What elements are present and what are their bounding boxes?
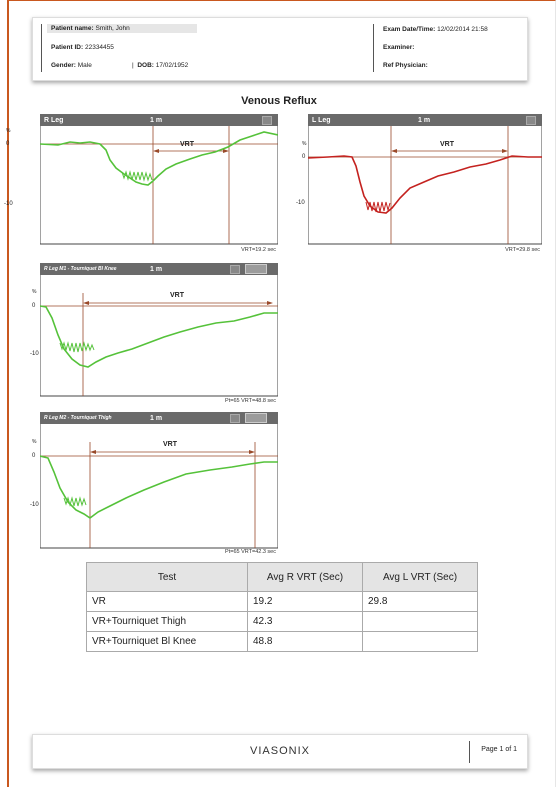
exam-label: Exam Date/Time: [383, 26, 436, 33]
chart-r-leg-m2-trace [40, 455, 278, 519]
table-header-avg-l: Avg L VRT (Sec) [362, 562, 478, 592]
results-table: Test Avg R VRT (Sec) Avg L VRT (Sec) VR … [86, 562, 478, 652]
chart-l-leg-plot [308, 114, 542, 245]
chart-r-leg-trace [40, 131, 278, 186]
chart-r-leg-unit: % [6, 128, 11, 134]
brand-logo: VIASONIX [250, 745, 310, 757]
table-cell: VR [86, 591, 248, 612]
chart-r-leg-m1-tick-0: 0 [32, 303, 36, 309]
collapse-icon[interactable] [526, 116, 536, 125]
patient-name-label: Patient name: [51, 25, 94, 32]
page-frame [7, 0, 556, 787]
chart-r-leg-footer: VRT=19.2 sec [241, 247, 276, 253]
patient-id-row: Patient ID: 22334455 [51, 44, 114, 51]
physician-label: Ref Physician: [383, 62, 428, 69]
table-cell: VR+Tourniquet Thigh [86, 611, 248, 632]
chart-r-leg-m2-marker: VRT [163, 441, 177, 448]
page-footer: VIASONIX Page 1 of 1 [32, 734, 528, 769]
chart-l-leg-titlebar: L Leg 1 m [308, 114, 542, 126]
chart-r-leg-m1-marker: VRT [170, 292, 184, 299]
chart-r-leg-m2-tick-10: -10 [30, 502, 39, 508]
dob-separator: | [132, 62, 136, 69]
chart-l-leg-time: 1 m [418, 116, 431, 124]
patient-name-value: Smith, John [95, 25, 130, 32]
table-cell: VR+Tourniquet Bl Knee [86, 631, 248, 652]
chart-r-leg-m2: R Leg M2 - Tourniquet Thigh 1 m VRT % 0 … [30, 412, 278, 558]
exam-value: 12/02/2014 21:58 [437, 26, 488, 33]
gender-value: Male [77, 62, 92, 69]
table-header-test: Test [86, 562, 248, 592]
chart-r-leg-marker: VRT [180, 141, 194, 148]
chart-r-leg-title: R Leg [44, 116, 64, 124]
chart-l-leg-footer: VRT=29.8 sec [505, 247, 540, 253]
options-icon[interactable] [245, 264, 267, 274]
chart-l-leg-title: L Leg [312, 116, 331, 124]
chart-r-leg: R Leg 1 m VRT % 0 -10 VRT=19.2 sec [4, 114, 278, 260]
examiner-row: Examiner: [383, 44, 414, 51]
chart-r-leg-m1-footer: Pt=65 VRT=48.8 sec [225, 398, 276, 404]
dob-row: | DOB: 17/02/1952 [132, 62, 188, 69]
table-cell: 48.8 [247, 631, 363, 652]
gender-label: Gender: [51, 62, 76, 69]
table-cell: 29.8 [362, 591, 478, 612]
table-row: VR 19.2 29.8 [86, 591, 478, 612]
chart-r-leg-m1-time: 1 m [150, 265, 163, 273]
patient-header: Patient name: Smith, John Patient ID: 22… [32, 17, 528, 81]
table-row: VR+Tourniquet Bl Knee 48.8 [86, 631, 478, 652]
collapse-icon[interactable] [230, 265, 240, 274]
physician-row: Ref Physician: [383, 62, 428, 69]
table-cell: 19.2 [247, 591, 363, 612]
chart-r-leg-m2-title: R Leg M2 - Tourniquet Thigh [44, 415, 112, 421]
chart-l-leg-tick-0: 0 [302, 154, 306, 160]
options-icon[interactable] [245, 413, 267, 423]
chart-r-leg-m1-title: R Leg M1 - Tourniquet Bl Knee [44, 266, 117, 272]
chart-r-leg-m2-time: 1 m [150, 414, 163, 422]
chart-l-leg-trace [308, 155, 542, 214]
examiner-label: Examiner: [383, 44, 415, 51]
chart-r-leg-time: 1 m [150, 116, 163, 124]
patient-id-value: 22334455 [84, 44, 114, 51]
page-title: Venous Reflux [241, 95, 317, 107]
table-row: VR+Tourniquet Thigh 42.3 [86, 611, 478, 632]
chart-r-leg-m1-plot [40, 263, 278, 397]
patient-name-row: Patient name: Smith, John [47, 24, 197, 33]
chart-l-leg: L Leg 1 m VRT % 0 -10 VRT=29.8 sec [296, 114, 542, 260]
header-divider-right [373, 24, 374, 72]
chart-r-leg-tick-0: 0 [6, 141, 10, 147]
chart-l-leg-tick-10: -10 [296, 200, 305, 206]
chart-r-leg-m2-footer: Pt=65 VRT=42.3 sec [225, 549, 276, 555]
chart-r-leg-titlebar: R Leg 1 m [40, 114, 278, 126]
chart-r-leg-m1: R Leg M1 - Tourniquet Bl Knee 1 m VRT % … [30, 263, 278, 405]
chart-r-leg-plot [40, 114, 278, 245]
dob-value: 17/02/1952 [155, 62, 189, 69]
chart-r-leg-m1-tick-10: -10 [30, 351, 39, 357]
header-divider-left [41, 24, 42, 72]
chart-l-leg-unit: % [302, 141, 307, 147]
chart-r-leg-m1-titlebar: R Leg M1 - Tourniquet Bl Knee 1 m [40, 263, 278, 275]
chart-r-leg-tick-10: -10 [4, 201, 13, 207]
gender-row: Gender: Male [51, 62, 92, 69]
table-cell: 42.3 [247, 611, 363, 632]
chart-l-leg-marker: VRT [440, 141, 454, 148]
table-cell [362, 611, 478, 632]
table-header-row: Test Avg R VRT (Sec) Avg L VRT (Sec) [86, 562, 478, 592]
footer-divider [469, 741, 470, 763]
chart-r-leg-m1-trace [40, 305, 278, 368]
chart-r-leg-m2-unit: % [32, 439, 37, 445]
chart-r-leg-m1-unit: % [32, 289, 37, 295]
chart-r-leg-m2-tick-0: 0 [32, 453, 36, 459]
table-header-avg-r: Avg R VRT (Sec) [247, 562, 363, 592]
patient-id-label: Patient ID: [51, 44, 84, 51]
dob-label: DOB: [137, 62, 154, 69]
table-cell [362, 631, 478, 652]
chart-r-leg-m2-plot [40, 412, 278, 549]
collapse-icon[interactable] [262, 116, 272, 125]
page-number: Page 1 of 1 [481, 746, 517, 753]
collapse-icon[interactable] [230, 414, 240, 423]
chart-r-leg-m2-titlebar: R Leg M2 - Tourniquet Thigh 1 m [40, 412, 278, 424]
exam-row: Exam Date/Time: 12/02/2014 21:58 [383, 26, 488, 33]
